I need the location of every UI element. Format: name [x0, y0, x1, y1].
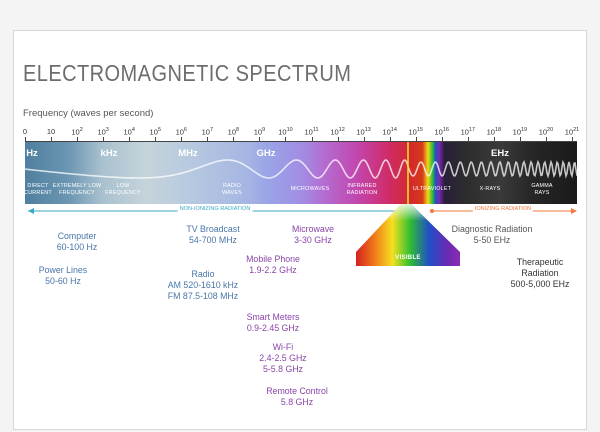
item-wifi: Wi-Fi 2.4-2.5 GHz 5-5.8 GHz [259, 342, 307, 374]
item-smart-meters: Smart Meters 0.9-2.45 GHz [246, 312, 300, 333]
item-computer: Computer 60-100 Hz [56, 231, 98, 252]
item-remote-control: Remote Control 5.8 GHz [266, 386, 328, 407]
tick-label: 1019 [512, 127, 528, 137]
tick-label: 103 [97, 127, 109, 137]
tick-label: 105 [149, 127, 161, 137]
tick-label: 1018 [486, 127, 502, 137]
tick-mark [311, 137, 313, 142]
non-ionizing-label: NON-IONIZING RADIATION [177, 206, 253, 212]
item-microwave: Microwave 3-30 GHz [291, 224, 335, 245]
tick-mark [155, 137, 157, 142]
tick-mark [259, 137, 261, 142]
item-power-lines: Power Lines 50-60 Hz [38, 265, 88, 286]
band-infrared: INFRARED RADIATION [346, 183, 378, 196]
tick-label: 104 [123, 127, 135, 137]
tick-label: 0 [22, 127, 28, 136]
tick-label: 1015 [408, 127, 423, 137]
tick-mark [572, 137, 573, 142]
item-therapeutic-radiation: Therapeutic Radiation 500-5,000 EHz [510, 257, 570, 289]
band-radio-waves: RADIO WAVES [222, 183, 242, 196]
tick-label: 1011 [304, 127, 319, 137]
tick-label: 1021 [564, 127, 580, 137]
frequency-axis-label: Frequency (waves per second) [23, 108, 154, 119]
tick-label: 107 [201, 127, 214, 137]
tick-mark [415, 137, 417, 142]
tick-label: 1010 [278, 127, 293, 137]
band-microwaves: MICROWAVES [290, 186, 330, 192]
tick-label: 106 [175, 127, 187, 137]
tick-mark [51, 137, 53, 142]
tick-label: 1014 [382, 127, 397, 137]
tick-mark [493, 137, 495, 142]
spectrum-band: Hz kHz MHz GHz EHz DIRECT CURRENT EXTREME… [24, 142, 577, 204]
tick-mark [103, 137, 105, 142]
unit-khz: kHz [100, 148, 118, 159]
tick-label: 108 [227, 127, 240, 137]
tick-mark [545, 137, 547, 142]
tick-mark [77, 137, 79, 142]
tick-label: 102 [71, 127, 83, 137]
unit-hz: Hz [26, 148, 38, 159]
band-gamma: GAMMA RAYS [531, 183, 553, 196]
band-direct-current: DIRECT CURRENT [24, 183, 52, 196]
item-tv-broadcast: TV Broadcast 54-700 MHz [186, 224, 240, 245]
band-xrays: X-RAYS [479, 186, 501, 192]
tick-label: 1020 [538, 127, 554, 137]
page-title: ELECTROMAGNETIC SPECTRUM [23, 60, 352, 86]
wave-graphic [25, 142, 577, 204]
tick-mark [233, 137, 235, 142]
tick-label: 1012 [330, 127, 345, 137]
unit-mhz: MHz [178, 148, 198, 159]
item-mobile-phone: Mobile Phone 1.9-2.2 GHz [246, 254, 300, 275]
tick-label: 10 [46, 127, 56, 136]
tick-label: 1016 [434, 127, 449, 137]
tick-mark [389, 137, 391, 142]
item-diagnostic-radiation: Diagnostic Radiation 5-50 EHz [451, 224, 533, 245]
tick-mark [441, 137, 443, 142]
infographic-card [13, 30, 587, 430]
unit-ghz: GHz [256, 148, 276, 159]
tick-mark [285, 137, 287, 142]
tick-mark [207, 137, 209, 142]
axis-line [25, 141, 577, 142]
tick-mark [519, 137, 521, 142]
unit-ehz: EHz [491, 148, 509, 159]
tick-mark [181, 137, 183, 142]
tick-mark [363, 137, 365, 142]
tick-mark [129, 137, 131, 142]
tick-label: 1013 [356, 127, 371, 137]
tick-label: 109 [253, 127, 266, 137]
tick-mark [467, 137, 469, 142]
tick-mark [337, 137, 339, 142]
band-ultraviolet: ULTRAVIOLET [412, 186, 452, 192]
tick-label: 1017 [460, 127, 476, 137]
tick-mark [25, 137, 26, 142]
band-low-frequency: LOW FREQUENCY [105, 183, 141, 196]
visible-label: VISIBLE [395, 255, 421, 261]
band-extremely-low: EXTREMELY LOW FREQUENCY [52, 183, 102, 196]
item-radio: Radio AM 520-1610 kHz FM 87.5-108 MHz [167, 269, 239, 301]
ionizing-label: IONIZING RADIATION [472, 206, 534, 212]
